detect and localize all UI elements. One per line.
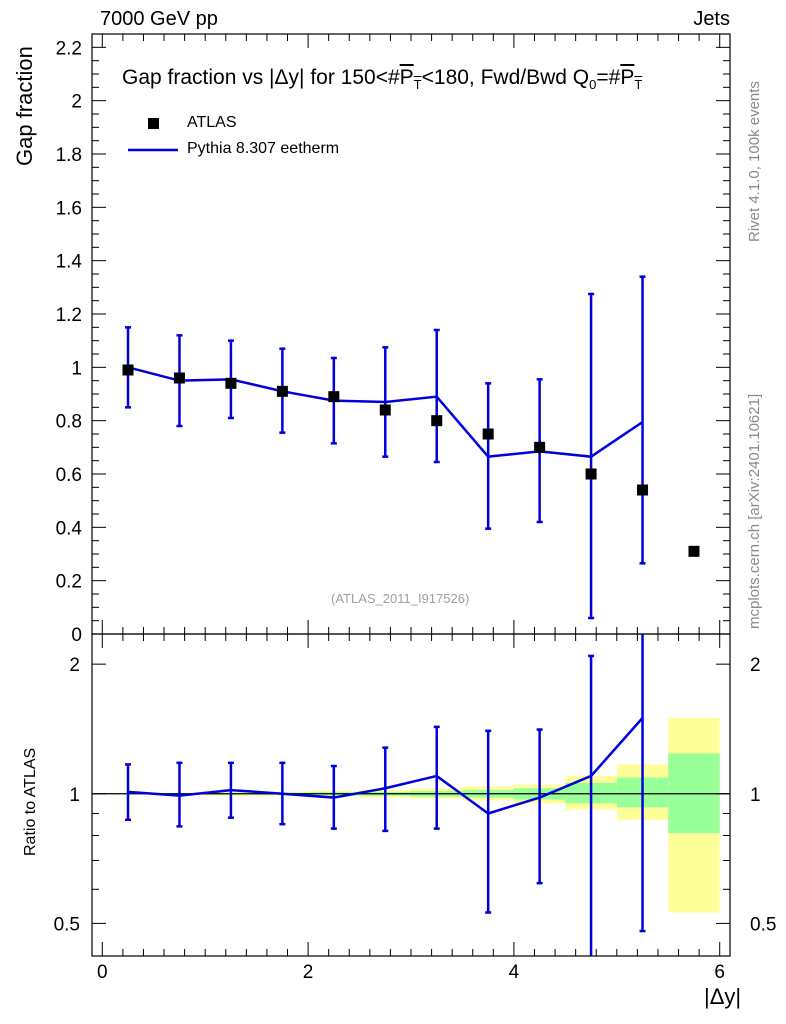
ratio-line — [127, 717, 644, 815]
data-point-3 — [276, 385, 288, 397]
title-t: T — [413, 77, 422, 93]
y-axis-label: Gap fraction — [12, 46, 37, 166]
series — [122, 275, 700, 956]
chart-title: Gap fraction vs |Δy| for 150<#PT<180, Fw… — [122, 66, 642, 92]
y-tick-label-9: 1.8 — [56, 145, 82, 166]
data-point-7 — [482, 428, 494, 440]
data-point-2 — [225, 377, 237, 389]
data-point-5 — [379, 404, 391, 416]
x-tick-label-2: 4 — [509, 962, 520, 983]
data-point-4 — [328, 391, 340, 403]
tick-labels: 0 2 4 6 0 0.2 0.4 0.6 0.8 1 1.2 1.4 1.6 1.8 2 2.2 0.5 0.5… — [54, 38, 777, 983]
data-point-8 — [534, 441, 546, 453]
y-tick-label-5: 1 — [71, 358, 82, 379]
data-point-0 — [122, 364, 134, 376]
y-tick-label-4: 0.8 — [56, 412, 82, 433]
ratio-tick-label-right-1: 1 — [750, 785, 761, 806]
ratio-tick-label-right-0: 0.5 — [750, 914, 776, 935]
legend-atlas-marker — [148, 118, 159, 129]
rivet-version-label: Rivet 4.1.0, 100k events — [746, 81, 763, 242]
ratio-bands — [92, 717, 730, 913]
y-tick-label-11: 2.2 — [56, 38, 82, 59]
y-tick-label-8: 1.6 — [56, 198, 82, 219]
y-tick-label-7: 1.4 — [56, 252, 83, 273]
data-point-11 — [688, 545, 700, 557]
ratio-tick-label-left-2: 2 — [69, 655, 80, 676]
analysis-reference: (ATLAS_2011_I917526) — [331, 591, 470, 606]
title-zero: 0 — [589, 77, 597, 93]
title-p: P — [399, 66, 414, 89]
y-tick-label-6: 1.2 — [56, 305, 82, 326]
data-point-9 — [585, 468, 597, 480]
title-eq: =# — [596, 66, 621, 89]
header-process: Jets — [693, 8, 730, 30]
x-tick-label-0: 0 — [97, 962, 108, 983]
y-tick-label-3: 0.6 — [56, 465, 82, 486]
legend-atlas-label: ATLAS — [187, 114, 237, 131]
y-tick-label-1: 0.2 — [56, 572, 82, 593]
y-tick-label-2: 0.4 — [56, 518, 83, 539]
data-point-6 — [431, 415, 443, 427]
ratio-tick-label-left-1: 1 — [69, 785, 80, 806]
ratio-tick-label-left-0: 0.5 — [54, 914, 80, 935]
data-point-10 — [637, 484, 649, 496]
y-tick-label-10: 2 — [71, 92, 82, 113]
data-point-1 — [173, 372, 185, 384]
axis-ticks — [92, 33, 730, 956]
x-tick-label-1: 2 — [303, 962, 314, 983]
x-axis-label: |Δy| — [704, 984, 742, 1009]
y-tick-label-0: 0 — [71, 625, 82, 646]
title-p2: P — [620, 66, 635, 89]
ratio-y-axis-label: Ratio to ATLAS — [22, 747, 39, 856]
title-pre: Gap fraction vs |Δy| for 150<# — [122, 66, 400, 89]
title-mid: <180, Fwd/Bwd Q — [421, 66, 590, 89]
mc-line — [127, 366, 644, 458]
title-t2: T — [634, 77, 643, 93]
mcplots-label: mcplots.cern.ch [arXiv:2401.10621] — [746, 393, 763, 629]
legend-marks — [128, 118, 178, 152]
header-energy: 7000 GeV pp — [100, 8, 218, 30]
x-tick-label-3: 6 — [714, 962, 725, 983]
legend-pythia-label: Pythia 8.307 eetherm — [187, 140, 340, 157]
ratio-tick-label-right-2: 2 — [750, 655, 761, 676]
